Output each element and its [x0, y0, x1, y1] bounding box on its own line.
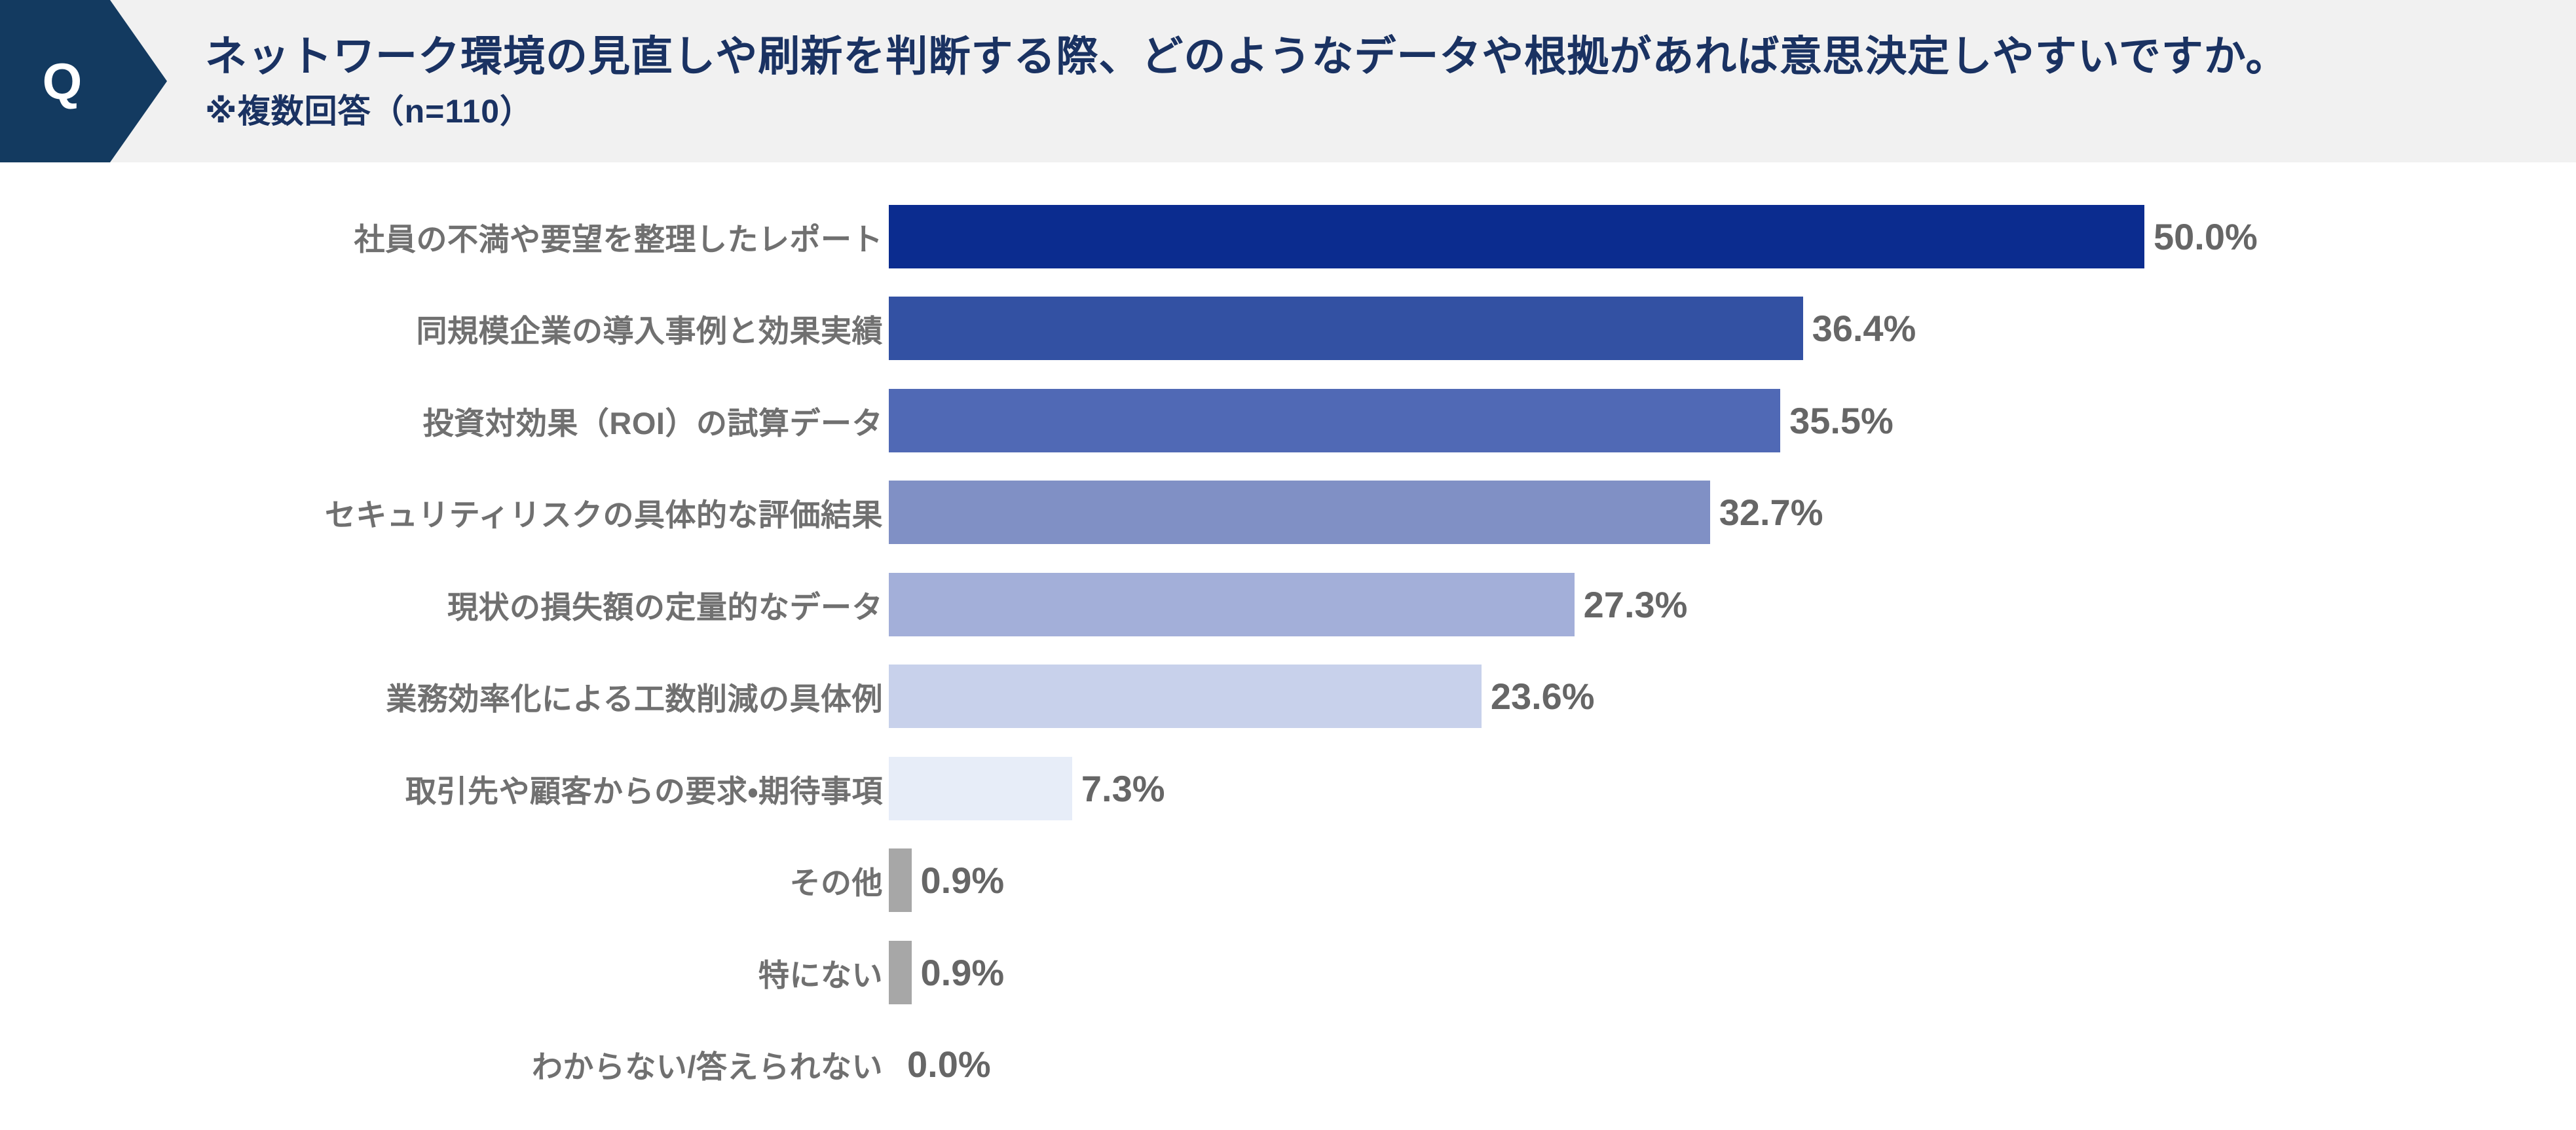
bar-track: 32.7%	[889, 481, 2576, 545]
chart-row: その他 0.9%	[0, 835, 2576, 927]
chart-row: セキュリティリスクの具体的な評価結果 32.7%	[0, 467, 2576, 559]
bar-track: 27.3%	[889, 572, 2576, 636]
bar	[889, 940, 912, 1004]
question-note: ※複数回答（n=110）	[205, 92, 534, 130]
value-label: 35.5%	[1789, 399, 1894, 441]
chart-row: 取引先や顧客からの要求・期待事項 7.3%	[0, 742, 2576, 835]
bar	[889, 848, 912, 913]
question-header: Q ネットワーク環境の見直しや刷新を判断する際、どのようなデータや根拠があれば意…	[0, 0, 2576, 162]
bar-chart: 社員の不満や要望を整理したレポート 50.0% 同規模企業の導入事例と効果実績 36.…	[0, 191, 2576, 1110]
value-label: 23.6%	[1490, 676, 1595, 718]
bar	[889, 388, 1781, 452]
bar	[889, 297, 1803, 361]
value-label: 32.7%	[1719, 492, 1823, 534]
category-label: 業務効率化による工数削減の具体例	[386, 682, 883, 717]
bar-track: 7.3%	[889, 756, 2576, 820]
bar	[889, 665, 1482, 729]
category-label: わからない/答えられない	[531, 1049, 883, 1085]
bar-track: 0.9%	[889, 940, 2576, 1004]
chart-row: 社員の不満や要望を整理したレポート 50.0%	[0, 191, 2576, 283]
bar-track: 0.0%	[889, 1032, 2576, 1096]
category-label: 社員の不満や要望を整理したレポート	[354, 221, 883, 257]
question-badge-label: Q	[42, 52, 83, 110]
bar	[889, 756, 1072, 820]
bar-track: 35.5%	[889, 388, 2576, 452]
chart-row: 業務効率化による工数削減の具体例 23.6%	[0, 651, 2576, 743]
value-label: 0.0%	[907, 1044, 991, 1085]
value-label: 36.4%	[1812, 308, 1916, 350]
bar-track: 50.0%	[889, 204, 2576, 268]
bar	[889, 481, 1710, 545]
category-label: セキュリティリスクの具体的な評価結果	[324, 498, 883, 533]
value-label: 0.9%	[920, 860, 1005, 902]
chart-row: わからない/答えられない 0.0%	[0, 1019, 2576, 1111]
bar	[889, 572, 1575, 636]
value-label: 50.0%	[2154, 215, 2258, 257]
value-label: 0.9%	[920, 951, 1005, 993]
category-label: 特にない	[758, 957, 883, 993]
question-badge: Q	[0, 0, 167, 162]
category-label: 同規模企業の導入事例と効果実績	[416, 314, 883, 349]
chart-row: 特にない 0.9%	[0, 926, 2576, 1019]
category-label: 現状の損失額の定量的なデータ	[447, 589, 883, 625]
chart-row: 現状の損失額の定量的なデータ 27.3%	[0, 558, 2576, 651]
chart-row: 投資対効果（ROI）の試算データ 35.5%	[0, 374, 2576, 467]
bar-track: 36.4%	[889, 297, 2576, 361]
question-title: ネットワーク環境の見直しや刷新を判断する際、どのようなデータや根拠があれば意思決…	[205, 33, 2288, 81]
bar-track: 0.9%	[889, 848, 2576, 913]
category-label: 取引先や顧客からの要求・期待事項	[405, 773, 883, 809]
chart-row: 同規模企業の導入事例と効果実績 36.4%	[0, 283, 2576, 375]
question-text-block: ネットワーク環境の見直しや刷新を判断する際、どのようなデータや根拠があれば意思決…	[205, 0, 2288, 162]
category-label: 投資対効果（ROI）の試算データ	[422, 405, 883, 441]
value-label: 7.3%	[1081, 767, 1165, 809]
bar	[889, 204, 2144, 268]
bar-track: 23.6%	[889, 665, 2576, 729]
value-label: 27.3%	[1583, 583, 1688, 625]
category-label: その他	[789, 866, 883, 901]
